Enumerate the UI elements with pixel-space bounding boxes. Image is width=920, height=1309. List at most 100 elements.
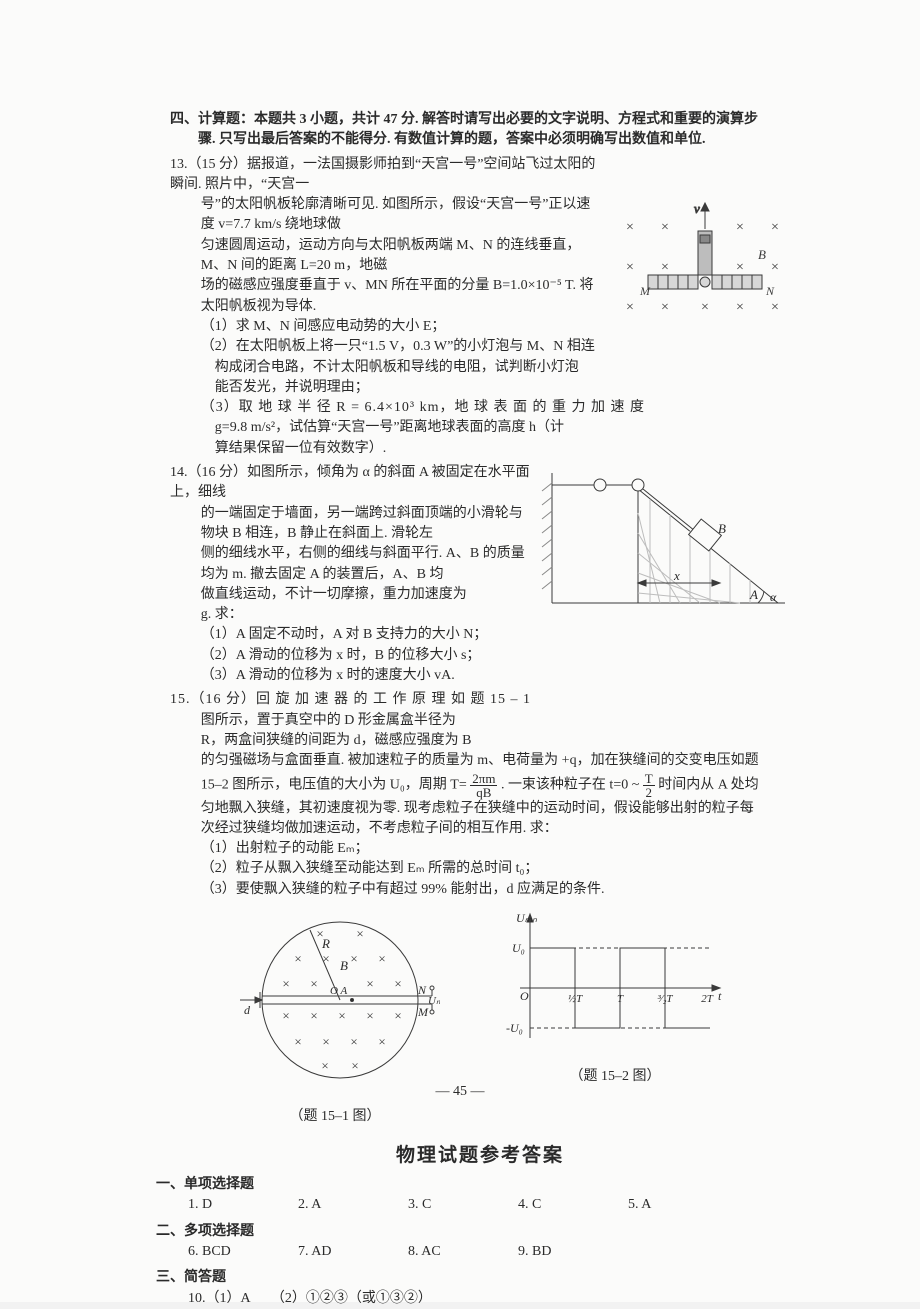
sec4-line1: 四、计算题：本题共 3 小题，共计 47 分. 解答时请写出必要的文字说明、方程… — [170, 112, 758, 127]
svg-text:×: × — [294, 951, 301, 966]
svg-text:U₀: U₀ — [512, 941, 525, 955]
q15-cap1: （题 15–1 图） — [230, 1107, 440, 1127]
svg-text:R: R — [321, 936, 330, 951]
svg-text:×: × — [366, 1008, 373, 1023]
q15-l4: 的匀强磁场与盒面垂直. 被加速粒子的质量为 m、电荷量为 +q，加在狭缝间的交变… — [201, 751, 790, 771]
ans-2: 2. A — [298, 1195, 408, 1215]
q14-figure: B A α x — [540, 473, 790, 620]
exam-page: 四、计算题：本题共 3 小题，共计 47 分. 解答时请写出必要的文字说明、方程… — [0, 0, 920, 1302]
q13-svg: v ×××× ×××× ××××× B — [610, 201, 790, 331]
q15-s3: （3）要使飘入狭缝的粒子中有超过 99% 能射出，d 应满足的条件. — [201, 880, 790, 900]
svg-text:×: × — [626, 300, 634, 315]
svg-text:M: M — [417, 1005, 429, 1019]
svg-text:×: × — [322, 951, 329, 966]
ans-3: 3. C — [408, 1195, 518, 1215]
q15-l5a: 15–2 图所示，电压值的大小为 U₀，周期 T= — [201, 777, 467, 792]
ans-9: 9. BD — [518, 1242, 628, 1262]
q14-svg: B A α x — [540, 473, 790, 613]
svg-text:×: × — [771, 300, 779, 315]
svg-text:×: × — [351, 1058, 358, 1073]
svg-text:-U₀: -U₀ — [506, 1021, 523, 1035]
svg-text:×: × — [626, 260, 634, 275]
svg-text:A: A — [749, 587, 758, 602]
svg-text:x: x — [673, 568, 680, 583]
svg-text:×: × — [661, 220, 669, 235]
q15-l5b: . 一束该种粒子在 t=0 ~ — [501, 777, 643, 792]
svg-text:t: t — [718, 989, 722, 1003]
svg-text:×: × — [394, 976, 401, 991]
q15-l6: 匀地飘入狭缝，其初速度视为零. 现考虑粒子在狭缝中的运动时间，假设能够出射的粒子… — [201, 799, 790, 819]
section-4-heading: 四、计算题：本题共 3 小题，共计 47 分. 解答时请写出必要的文字说明、方程… — [198, 110, 790, 151]
svg-text:×: × — [282, 976, 289, 991]
svg-text:α: α — [770, 590, 777, 604]
svg-text:N: N — [765, 284, 775, 298]
ans-5: 5. A — [628, 1195, 738, 1215]
svg-text:×: × — [394, 1008, 401, 1023]
svg-text:×: × — [661, 300, 669, 315]
q15-l3: R，两盒间狭缝的间距为 d，磁感应强度为 B — [201, 731, 790, 751]
svg-text:×: × — [321, 1058, 328, 1073]
q14-s3: （3）A 滑动的位移为 x 时的速度大小 vA. — [201, 666, 790, 686]
svg-text:M: M — [639, 284, 651, 298]
svg-text:³⁄₂T: ³⁄₂T — [657, 993, 673, 1005]
svg-text:×: × — [378, 951, 385, 966]
svg-text:N: N — [417, 983, 427, 997]
answers-row1: 1. D 2. A 3. C 4. C 5. A — [188, 1195, 790, 1215]
svg-text:T: T — [617, 993, 624, 1005]
svg-text:B: B — [340, 958, 348, 973]
svg-text:Uₘₙ: Uₘₙ — [516, 911, 537, 925]
q13-s3a: （3）取 地 球 半 径 R = 6.4×10³ km，地 球 表 面 的 重 … — [201, 398, 790, 418]
sec4-line2: 骤. 只写出最后答案的不能得分. 有数值计算的题，答案中必须明确写出数值和单位. — [198, 132, 706, 147]
svg-text:B: B — [758, 247, 766, 262]
svg-text:×: × — [626, 220, 634, 235]
page-number: — 45 — — [0, 1082, 920, 1102]
q13-s2a: （2）在太阳帆板上将一只“1.5 V，0.3 W”的小灯泡与 M、N 相连 — [201, 337, 790, 357]
q15-s1: （1）出射粒子的动能 Eₘ； — [201, 839, 790, 859]
q15-frac2: T2 — [643, 772, 655, 799]
question-14: B A α x 14.（16 分）如图所示，倾角为 α 的斜面 A 被固定在水平… — [170, 463, 790, 686]
svg-text:O: O — [520, 989, 529, 1003]
svg-text:×: × — [356, 926, 363, 941]
svg-text:×: × — [322, 1034, 329, 1049]
ans-6: 6. BCD — [188, 1242, 298, 1262]
svg-text:½T: ½T — [568, 993, 583, 1005]
q14-s1: （1）A 固定不动时，A 对 B 支持力的大小 N； — [201, 625, 790, 645]
svg-text:d: d — [244, 1003, 251, 1017]
answers-sec1: 一、单项选择题 — [156, 1175, 790, 1195]
q15-frac1: 2πmqB — [470, 772, 497, 799]
svg-text:B: B — [718, 521, 726, 536]
ans-1: 1. D — [188, 1195, 298, 1215]
svg-text:O A: O A — [330, 985, 347, 997]
svg-text:×: × — [294, 1034, 301, 1049]
svg-text:×: × — [366, 976, 373, 991]
svg-text:×: × — [736, 220, 744, 235]
svg-text:×: × — [771, 220, 779, 235]
q13-head: 13.（15 分）据报道，一法国摄影师拍到“天宫一号”空间站飞过太阳的瞬间. 照… — [170, 155, 790, 196]
q15-l2: 图所示，置于真空中的 D 形金属盒半径为 — [201, 711, 790, 731]
svg-text:×: × — [338, 1008, 345, 1023]
svg-text:×: × — [350, 1034, 357, 1049]
q15-l5c: 时间内从 A 处均 — [658, 777, 758, 792]
q13-figure: v ×××× ×××× ××××× B — [610, 201, 790, 338]
svg-text:×: × — [736, 300, 744, 315]
question-15: 15.（16 分）回 旋 加 速 器 的 工 作 原 理 如 题 15 – 1 … — [170, 690, 790, 1127]
q15-l5: 15–2 图所示，电压值的大小为 U₀，周期 T= 2πmqB . 一束该种粒子… — [201, 772, 790, 799]
svg-text:×: × — [736, 260, 744, 275]
svg-text:×: × — [701, 300, 709, 315]
q15-l7: 次经过狭缝均做加速运动，不考虑粒子间的相互作用. 求： — [201, 819, 790, 839]
q13-s3c: 算结果保留一位有效数字）. — [215, 439, 790, 459]
answers-sec2: 二、多项选择题 — [156, 1222, 790, 1242]
answers-sec3: 三、简答题 — [156, 1268, 790, 1288]
svg-text:×: × — [310, 1008, 317, 1023]
ans-10: 10.（1）A （2）①②③（或①③②） — [188, 1289, 790, 1309]
ans-4: 4. C — [518, 1195, 628, 1215]
q13-s2b: 构成闭合电路，不计太阳帆板和导线的电阻，试判断小灯泡 — [215, 358, 790, 378]
ans-8: 8. AC — [408, 1242, 518, 1262]
ans-7: 7. AD — [298, 1242, 408, 1262]
question-13: v ×××× ×××× ××××× B — [170, 155, 790, 459]
answers-title: 物理试题参考答案 — [170, 1142, 790, 1170]
svg-text:v: v — [694, 201, 700, 216]
q13-s3b: g=9.8 m/s²，试估算“天宫一号”距离地球表面的高度 h（计 — [215, 418, 790, 438]
q15-head: 15.（16 分）回 旋 加 速 器 的 工 作 原 理 如 题 15 – 1 — [170, 690, 790, 710]
svg-text:2T: 2T — [701, 993, 714, 1005]
